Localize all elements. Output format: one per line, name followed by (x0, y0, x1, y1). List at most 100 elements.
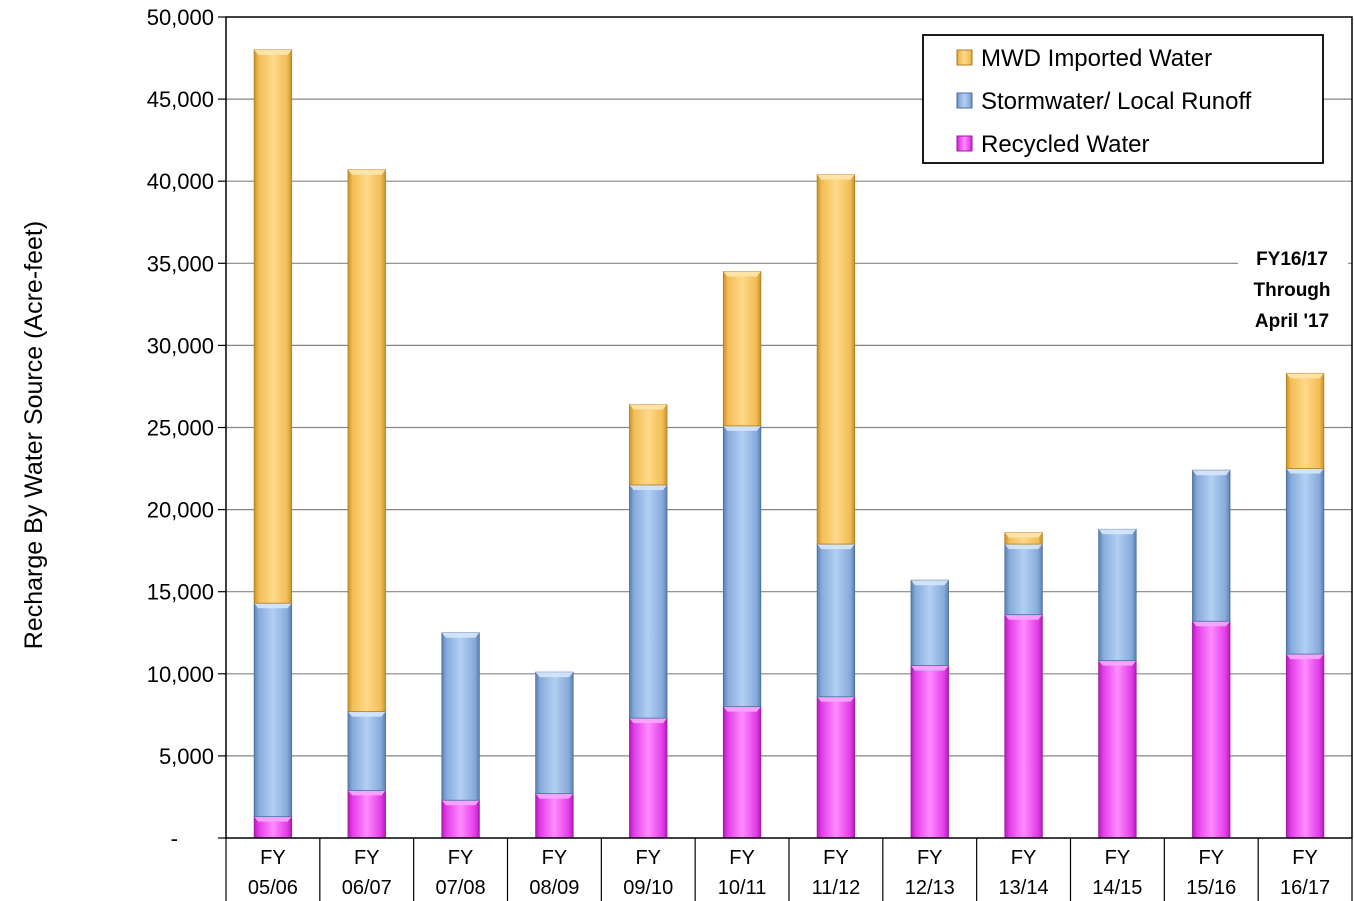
bar-segment-bevel (535, 672, 574, 678)
annotation-note: FY16/17 Through April '17 (1238, 240, 1348, 332)
x-category-label: FY (1198, 847, 1224, 869)
y-tick-label: 35,000 (147, 251, 214, 276)
x-category-label: FY (1105, 847, 1131, 869)
bar-segment (1192, 469, 1231, 622)
x-category-label: FY (917, 847, 943, 869)
bar-segment-bevel (629, 484, 668, 490)
legend-box (922, 34, 1324, 164)
bar-segment (535, 793, 574, 839)
y-tick-label: 20,000 (147, 498, 214, 523)
x-category-label: 07/08 (436, 877, 486, 899)
bar-segment-bevel (1286, 468, 1324, 474)
bar-segment-bevel (1004, 544, 1043, 550)
bar-segment (347, 169, 386, 712)
bar-segment-bevel (723, 271, 761, 277)
bar-segment (1004, 543, 1043, 616)
y-axis-title-group: Recharge By Water Source (Acre-feet) (20, 221, 48, 649)
legend-label: Stormwater/ Local Runoff (981, 88, 1252, 115)
bar-segment (816, 543, 856, 698)
x-category-label: 11/12 (812, 877, 861, 899)
bar-segment (253, 49, 293, 604)
bar-segment (629, 404, 668, 486)
x-category-label: 14/15 (1092, 877, 1142, 899)
x-category-label: 06/07 (342, 877, 392, 899)
x-category-label: FY (448, 847, 474, 869)
legend-swatch (956, 92, 973, 109)
y-axis-ticks: - 5,000 10,000 15,000 20,000 25,000 30,000 35,0… (147, 5, 226, 851)
bar-segment-bevel (441, 800, 480, 806)
x-category-label: 10/11 (718, 877, 767, 899)
bar-segment-bevel (254, 49, 292, 55)
x-axis-categories: FY 05/06 FY 06/07 FY 07/08 FY 08/09 FY 09/10 FY 10/… (225, 838, 1353, 901)
legend-swatch (956, 135, 973, 152)
bar-segment (1285, 468, 1325, 655)
x-category-label: FY (1011, 847, 1037, 869)
y-tick-label: 50,000 (147, 5, 214, 30)
bars (253, 49, 1325, 839)
bar-segment-bevel (1004, 532, 1043, 538)
y-tick-label: 40,000 (147, 169, 214, 194)
x-category-label: FY (542, 847, 568, 869)
gridlines (226, 98, 1352, 757)
bar-segment-bevel (910, 580, 949, 586)
bar-segment (816, 696, 856, 839)
y-tick-label: 5,000 (159, 744, 214, 769)
x-category-label: FY (823, 847, 849, 869)
y-tick-label: 45,000 (147, 87, 214, 112)
bar-segment-bevel (817, 696, 855, 702)
annotation-line: April '17 (1255, 311, 1329, 332)
x-category-label: 08/09 (529, 877, 579, 899)
bar-segment (1285, 372, 1325, 469)
bar-segment-bevel (723, 425, 761, 431)
bar-segment (816, 174, 856, 545)
y-axis-title: Recharge By Water Source (Acre-feet) (20, 221, 48, 649)
bar-segment (722, 425, 762, 708)
x-category-label: FY (729, 847, 755, 869)
bar-segment-bevel (347, 711, 386, 717)
x-category-label: FY (635, 847, 661, 869)
bar-segment (910, 665, 949, 839)
legend-swatch (956, 49, 973, 66)
bar-segment (347, 789, 386, 839)
annotation-line: FY16/17 (1256, 249, 1328, 270)
x-category-label: 12/13 (905, 877, 955, 899)
bar-segment-bevel (254, 816, 292, 822)
legend: MWD Imported Water Stormwater/ Local Runo… (922, 34, 1324, 164)
y-tick-label: 10,000 (147, 662, 214, 687)
annotation-line: Through (1253, 280, 1330, 301)
x-category-label: FY (354, 847, 380, 869)
y-tick-label: - (171, 826, 178, 851)
bar-segment (441, 799, 480, 839)
bar-segment (441, 632, 480, 801)
bar-segment (629, 717, 668, 839)
bar-segment-bevel (817, 174, 855, 180)
y-tick-label: 15,000 (147, 580, 214, 605)
bar-segment-bevel (723, 706, 761, 712)
legend-label: Recycled Water (981, 131, 1150, 158)
bar-segment (1004, 614, 1043, 839)
bar-segment-bevel (347, 169, 386, 175)
bar-segment-bevel (1286, 654, 1324, 660)
bar-segment-bevel (1098, 529, 1137, 535)
x-category-label: 05/06 (248, 877, 298, 899)
bar-segment-bevel (254, 603, 292, 609)
bar-segment-bevel (817, 544, 855, 550)
bar-segment (910, 579, 949, 666)
bar-segment-bevel (910, 665, 949, 671)
bar-segment-bevel (347, 790, 386, 796)
legend-label: MWD Imported Water (981, 45, 1212, 72)
bar-segment-bevel (1004, 614, 1043, 620)
annotation-background (1238, 240, 1348, 332)
x-category-label: FY (1292, 847, 1318, 869)
x-category-label: 13/14 (999, 877, 1049, 899)
x-category-label: FY (260, 847, 286, 869)
bar-segment (722, 706, 762, 839)
bar-segment (347, 711, 386, 791)
bar-segment (1098, 528, 1137, 662)
bar-segment-bevel (535, 793, 574, 799)
bar-segment (253, 602, 293, 818)
bar-segment-bevel (1192, 621, 1231, 627)
bar-segment (1285, 653, 1325, 839)
x-category-label: 16/17 (1280, 877, 1330, 899)
